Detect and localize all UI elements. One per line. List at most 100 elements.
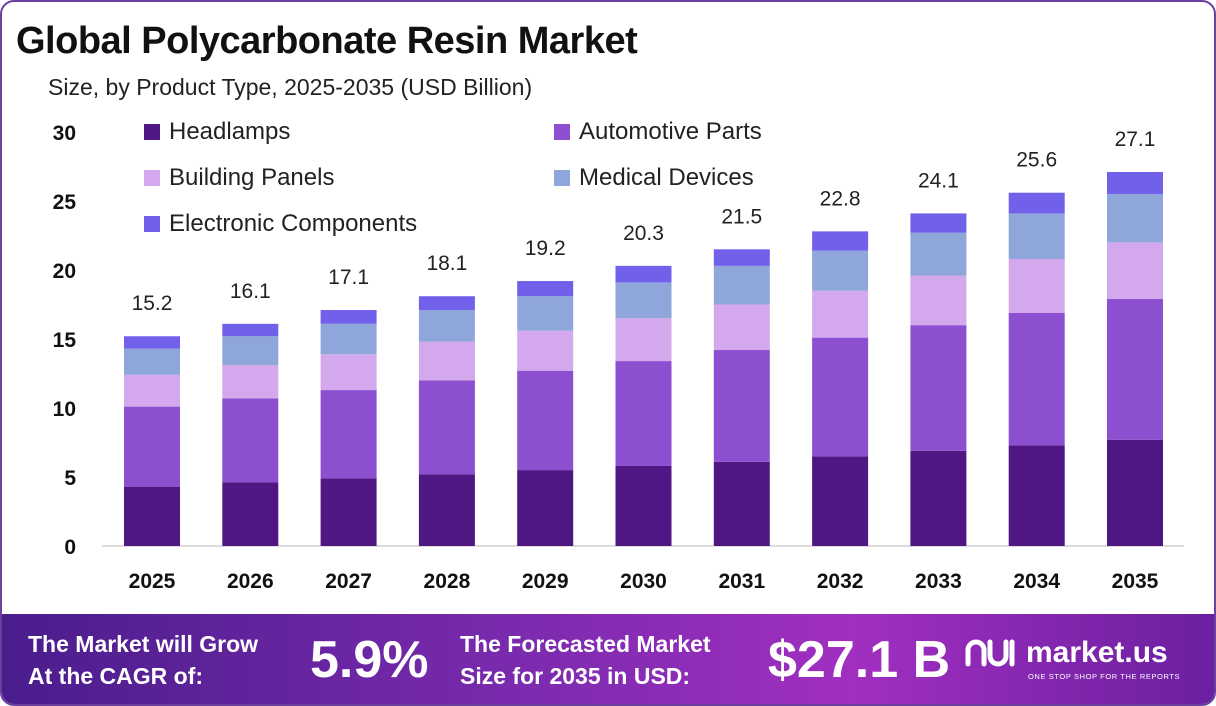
data-label-total: 22.8 [820, 187, 861, 210]
forecast-label-line2: Size for 2035 in USD: [460, 663, 691, 689]
bar-segment [418, 380, 475, 475]
legend-item: Electronic Components [144, 210, 417, 238]
bar-segment [320, 390, 377, 479]
bar-segment [1107, 439, 1163, 546]
bar-segment [320, 323, 377, 355]
legend-label: Headlamps [169, 118, 291, 145]
bar-segment [124, 336, 180, 349]
cagr-label: The Market will Grow At the CAGR of: [28, 628, 258, 692]
x-tick-label: 2029 [522, 570, 569, 593]
legend-label: Medical Devices [579, 164, 754, 191]
bar-segment [615, 465, 672, 546]
brand-name: market.us [1026, 636, 1168, 669]
bar-segment [615, 282, 672, 319]
y-tick-label: 15 [53, 329, 77, 352]
x-tick-label: 2027 [325, 570, 372, 593]
data-label-total: 17.1 [328, 266, 369, 289]
y-tick-label: 10 [53, 398, 76, 421]
legend-swatch [554, 124, 570, 140]
bar-segment [124, 486, 180, 546]
bar-segment [418, 310, 475, 342]
market-us-logo-icon [965, 639, 1015, 667]
x-tick-label: 2031 [718, 570, 765, 593]
x-tick-label: 2033 [915, 570, 962, 593]
bar-segment [1107, 172, 1163, 195]
bar-segment [124, 406, 180, 487]
stacked-bar-chart: 05101520253015.2202516.1202617.1202718.1… [53, 122, 1184, 593]
bar-segment [124, 348, 180, 375]
legend-swatch [144, 216, 160, 232]
bar-segment [222, 323, 279, 337]
bar-segment [713, 461, 770, 546]
forecast-value: $27.1 B [768, 631, 951, 689]
data-label-total: 20.3 [623, 222, 664, 245]
bar-segment [615, 361, 672, 466]
data-label-total: 18.1 [426, 252, 467, 275]
bar-segment [517, 330, 574, 371]
forecast-label: The Forecasted Market Size for 2035 in U… [460, 628, 711, 692]
data-label-total: 19.2 [525, 237, 566, 260]
bar-segment [418, 474, 475, 546]
legend-swatch [144, 124, 160, 140]
bar-segment [713, 249, 770, 266]
data-label-total: 16.1 [230, 280, 271, 303]
cagr-label-line2: At the CAGR of: [28, 663, 204, 689]
bar-segment [222, 482, 279, 546]
x-tick-label: 2035 [1112, 570, 1159, 593]
bar-segment [418, 341, 475, 381]
bar-segment [517, 470, 574, 546]
bar-segment [1107, 298, 1163, 440]
bar-segment [517, 281, 574, 297]
legend-label: Building Panels [169, 164, 335, 191]
bar-segment [812, 250, 869, 291]
bar-segment [222, 336, 279, 366]
bar-segment [124, 374, 180, 407]
bar-segment [713, 304, 770, 351]
data-label-total: 15.2 [132, 292, 173, 315]
bar-segment [910, 213, 967, 233]
bar-segment [1008, 192, 1065, 214]
x-tick-label: 2025 [129, 570, 176, 593]
data-label-total: 27.1 [1115, 128, 1156, 151]
brand-tagline: ONE STOP SHOP FOR THE REPORTS [1028, 672, 1181, 681]
bar-segment [222, 365, 279, 399]
bar-segment [320, 354, 377, 391]
data-label-total: 25.6 [1016, 149, 1057, 172]
bar-segment [713, 350, 770, 462]
bar-segment [517, 370, 574, 471]
y-tick-label: 30 [53, 122, 76, 145]
legend-item: Automotive Parts [554, 118, 762, 146]
footer-banner: The Market will Grow At the CAGR of: 5.9… [2, 614, 1214, 704]
bar-segment [320, 310, 377, 324]
forecast-label-line1: The Forecasted Market [460, 631, 711, 657]
legend-item: Building Panels [144, 164, 334, 192]
legend-label: Automotive Parts [579, 118, 762, 145]
bar-segment [517, 296, 574, 331]
bar-segment [910, 232, 967, 276]
x-tick-label: 2034 [1013, 570, 1060, 593]
bar-segment [1008, 258, 1065, 313]
bar-segment [320, 478, 377, 546]
bar-segment [910, 275, 967, 326]
data-label-total: 21.5 [721, 205, 762, 228]
bar-segment [910, 325, 967, 451]
bar-segment [222, 398, 279, 483]
bar-segment [615, 265, 672, 283]
bar-segment [812, 231, 869, 251]
bar-segment [1107, 194, 1163, 243]
bar-segment [1008, 445, 1065, 546]
bar-segment [418, 296, 475, 311]
x-tick-label: 2030 [620, 570, 667, 593]
bar-segment [615, 318, 672, 362]
chart-title: Global Polycarbonate Resin Market [16, 20, 638, 62]
chart-subtitle: Size, by Product Type, 2025-2035 (USD Bi… [48, 74, 533, 100]
legend-swatch [144, 170, 160, 186]
brand-logo: market.us ONE STOP SHOP FOR THE REPORTS [964, 636, 1180, 681]
legend-item: Medical Devices [554, 164, 754, 192]
bar-segment [812, 456, 869, 546]
legend-swatch [554, 170, 570, 186]
y-tick-label: 0 [64, 536, 76, 559]
y-tick-label: 25 [53, 191, 77, 214]
x-tick-label: 2028 [424, 570, 471, 593]
